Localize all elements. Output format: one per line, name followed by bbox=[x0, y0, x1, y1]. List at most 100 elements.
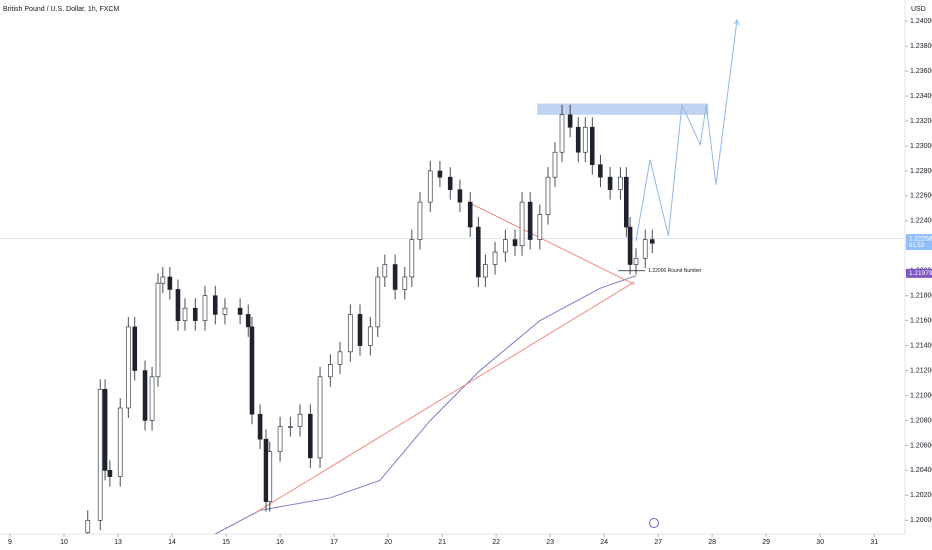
y-tick-label: 1.20400 bbox=[910, 467, 932, 474]
candle-body bbox=[598, 164, 603, 178]
candle-body bbox=[155, 282, 161, 378]
candle-body bbox=[277, 426, 283, 452]
projection-arrow bbox=[733, 18, 740, 26]
candle-body bbox=[649, 239, 655, 244]
y-tick-label: 1.21600 bbox=[910, 317, 932, 324]
candle-body bbox=[475, 226, 481, 278]
candle-body bbox=[142, 370, 148, 421]
y-tick-label: 1.23000 bbox=[910, 143, 932, 150]
y-tick-label: 1.20200 bbox=[910, 492, 932, 499]
y-tick-label: 1.21400 bbox=[910, 342, 932, 349]
candle-body bbox=[297, 413, 303, 428]
candle-body bbox=[375, 276, 381, 328]
y-tick-label: 1.21800 bbox=[910, 293, 932, 300]
candle-body bbox=[160, 276, 166, 284]
candle-body bbox=[347, 314, 353, 353]
y-tick-label: 1.20800 bbox=[910, 417, 932, 424]
currency-label: USD bbox=[911, 6, 926, 13]
candle-body bbox=[85, 519, 91, 534]
x-tick-label: 24 bbox=[600, 539, 608, 546]
candle-body bbox=[545, 176, 551, 215]
x-tick-label: 13 bbox=[114, 539, 122, 546]
candle-body bbox=[627, 226, 633, 265]
trendline bbox=[254, 281, 635, 514]
candle-body bbox=[263, 438, 269, 502]
candle-body bbox=[202, 295, 208, 321]
axes: 1.20000 1.20200 1.20400 1.20600 1.20800 1.210… bbox=[8, 18, 932, 546]
x-tick-label: 20 bbox=[384, 539, 392, 546]
candle-body bbox=[192, 307, 198, 321]
y-tick-label: 1.21000 bbox=[910, 392, 932, 399]
candle-body bbox=[132, 326, 138, 371]
candle-body bbox=[559, 114, 565, 153]
y-tick-label: 1.21200 bbox=[910, 367, 932, 374]
x-tick-label: 22 bbox=[492, 539, 500, 546]
candle-body bbox=[447, 176, 453, 190]
y-tick-label: 1.24000 bbox=[910, 18, 932, 25]
candle-body bbox=[249, 326, 255, 415]
y-tick-label: 1.20000 bbox=[910, 517, 932, 524]
y-tick-label: 1.23400 bbox=[910, 93, 932, 100]
candle-body bbox=[222, 307, 228, 315]
y-tick-label: 1.22600 bbox=[910, 193, 932, 200]
candle-body bbox=[409, 239, 415, 278]
round-number-label: 1.22000 Round Number bbox=[648, 268, 702, 274]
candle-body bbox=[607, 176, 613, 190]
candle-body bbox=[492, 251, 498, 265]
candle-body bbox=[483, 264, 488, 278]
y-tick-label: 1.22400 bbox=[910, 218, 932, 225]
x-tick-label: 30 bbox=[816, 539, 824, 546]
candle-body bbox=[582, 126, 588, 153]
projection-path bbox=[635, 19, 738, 241]
candle-body bbox=[317, 376, 323, 459]
x-tick-label: 16 bbox=[276, 539, 284, 546]
candle-body bbox=[382, 264, 388, 278]
candle-body bbox=[589, 126, 595, 165]
chart-title: British Pound / U.S. Dollar, 1h, FXCM bbox=[3, 6, 119, 13]
price-badge-label: 1.21979 bbox=[909, 270, 932, 277]
candle-body bbox=[288, 426, 293, 428]
moving-average bbox=[215, 275, 637, 534]
candle-body bbox=[267, 451, 273, 502]
x-tick-label: 9 bbox=[8, 539, 12, 546]
candle-body bbox=[537, 214, 543, 240]
x-tick-label: 15 bbox=[222, 539, 230, 546]
price-badge bbox=[906, 234, 932, 251]
candle-body bbox=[642, 239, 648, 259]
resistance-zone bbox=[537, 103, 709, 115]
candle-body bbox=[467, 201, 473, 228]
candle-body bbox=[623, 176, 629, 228]
y-tick-label: 1.23800 bbox=[910, 43, 932, 50]
candle-body bbox=[257, 413, 263, 440]
candle-body bbox=[175, 289, 181, 321]
candle-body bbox=[527, 201, 533, 240]
candle-body bbox=[97, 388, 103, 521]
x-tick-label: 28 bbox=[708, 539, 716, 546]
x-tick-label: 14 bbox=[168, 539, 176, 546]
y-tick-label: 1.23200 bbox=[910, 118, 932, 125]
candle-body bbox=[308, 413, 313, 459]
price-badge bbox=[906, 268, 932, 278]
y-tick-label: 1.20600 bbox=[910, 442, 932, 449]
price-badge-label: 1.22258 bbox=[909, 235, 932, 242]
plot-area: 1.22000 Round Number bbox=[0, 18, 905, 534]
candle-body bbox=[367, 326, 373, 346]
candle-body bbox=[182, 307, 188, 321]
candle-body bbox=[117, 407, 123, 477]
candle-body bbox=[327, 364, 333, 378]
x-tick-label: 31 bbox=[870, 539, 878, 546]
candle-body bbox=[427, 170, 433, 203]
candle-body bbox=[107, 470, 113, 477]
candle-body bbox=[357, 314, 363, 346]
x-tick-label: 17 bbox=[330, 539, 338, 546]
candle-body bbox=[167, 276, 173, 290]
candle-body bbox=[618, 176, 623, 190]
candle-body bbox=[149, 376, 155, 421]
x-tick-label: 27 bbox=[654, 539, 662, 546]
candle-body bbox=[102, 388, 108, 471]
candle-body bbox=[417, 201, 423, 240]
x-tick-label: 23 bbox=[546, 539, 554, 546]
event-icon[interactable] bbox=[649, 518, 659, 528]
